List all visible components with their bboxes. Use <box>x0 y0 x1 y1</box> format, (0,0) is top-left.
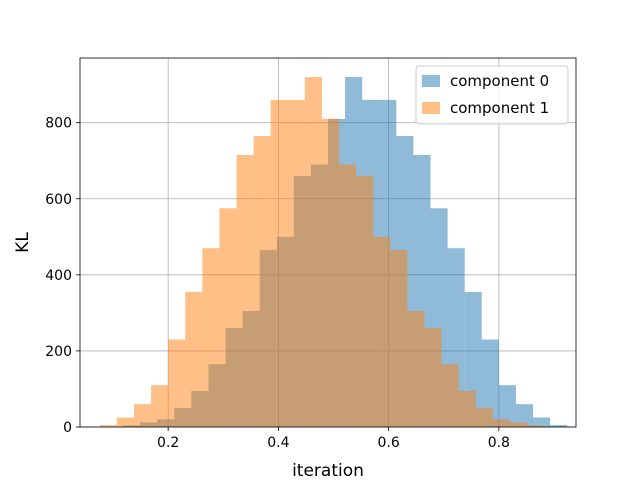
histogram-bar <box>481 339 499 427</box>
legend-box <box>415 65 569 125</box>
legend: component 0 component 1 <box>415 65 569 125</box>
histogram-bar <box>533 417 551 427</box>
histogram-bar <box>168 339 186 427</box>
y-tick-label: 400 <box>45 268 72 284</box>
histogram-bar <box>270 99 288 427</box>
histogram-bar <box>321 118 340 428</box>
legend-swatch <box>422 102 440 114</box>
x-tick-label: 0.6 <box>377 435 399 451</box>
x-tick-label: 0.4 <box>267 435 289 451</box>
y-tick-label: 600 <box>45 192 72 208</box>
histogram-bar <box>441 364 459 427</box>
histogram-bar <box>116 417 135 427</box>
histogram-bar <box>134 404 152 427</box>
histogram-bar <box>236 155 254 427</box>
y-tick-label: 0 <box>63 420 72 436</box>
histogram-bar <box>458 390 476 427</box>
series-1-bars <box>99 77 545 428</box>
legend-label: component 0 <box>450 72 549 90</box>
histogram-bar <box>202 248 220 427</box>
histogram-bar <box>550 425 568 427</box>
bars <box>99 77 568 428</box>
y-axis-ticks: 0 200 400 600 800 <box>45 116 80 436</box>
histogram-bar <box>498 385 516 427</box>
legend-label: component 1 <box>450 99 549 117</box>
histogram-bar <box>373 236 391 427</box>
histogram-bar <box>407 310 425 427</box>
y-tick-label: 200 <box>45 344 72 360</box>
histogram-bar <box>253 135 271 427</box>
x-tick-label: 0.8 <box>488 435 510 451</box>
x-axis-ticks: 0.2 0.4 0.6 0.8 <box>157 427 510 451</box>
histogram-bar <box>356 175 374 427</box>
plot-frame <box>79 57 577 428</box>
histogram-bar <box>185 291 203 427</box>
histogram-bar <box>304 77 322 427</box>
histogram-bar <box>492 419 510 427</box>
histogram-bar <box>509 422 527 427</box>
histogram-bar <box>339 164 357 428</box>
histogram-bar <box>475 407 493 427</box>
x-tick-label: 0.2 <box>157 435 179 451</box>
y-axis-label: KL <box>13 232 33 253</box>
histogram-bar <box>99 425 117 427</box>
histogram-bar <box>515 404 534 427</box>
histogram-bar <box>287 99 305 427</box>
histogram-bar <box>390 250 408 427</box>
histogram-bar <box>219 208 237 427</box>
legend-swatch <box>422 75 440 87</box>
histogram-bar <box>526 425 545 427</box>
y-tick-label: 800 <box>45 116 72 132</box>
histogram-bar <box>151 385 169 427</box>
x-axis-label: iteration <box>292 461 364 480</box>
histogram-bar <box>424 328 442 427</box>
